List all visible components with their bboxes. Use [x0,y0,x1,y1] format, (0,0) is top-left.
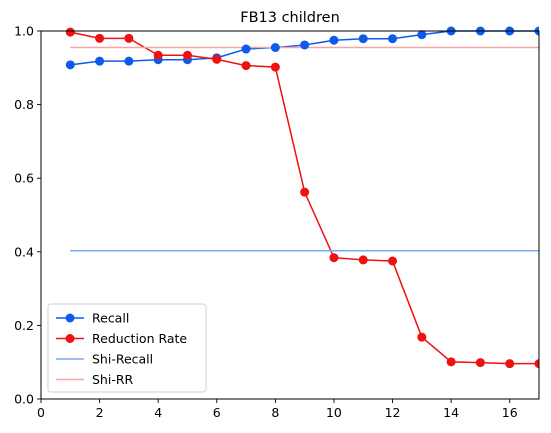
data-point-reduction-rate [358,255,368,265]
data-point-reduction-rate [417,332,427,342]
x-tick-label: 10 [326,405,342,420]
x-tick-label: 4 [154,405,162,420]
legend: Recall Reduction Rate Shi-Recall Shi-RR [47,303,207,393]
x-tick-label: 8 [271,405,279,420]
data-point-reduction-rate [534,359,539,369]
data-point-reduction-rate [153,50,163,60]
legend-label-shi-rr: Shi-RR [92,372,134,387]
axes-frame [40,30,540,400]
legend-marker-recall [65,313,75,323]
data-point-recall [95,56,105,66]
plot-area [65,26,539,369]
x-tick-label: 0 [37,405,45,420]
y-tick-label: 0.8 [14,97,34,112]
data-point-reduction-rate [475,358,485,368]
data-point-recall [270,43,280,53]
y-tick-label: 1.0 [14,24,34,39]
y-tick-label: 0.4 [14,244,34,259]
data-point-recall [388,34,398,44]
data-point-reduction-rate [270,62,280,72]
y-tick-label: 0.2 [14,318,34,333]
y-tick-label: 0.6 [14,171,34,186]
data-point-reduction-rate [446,357,456,367]
data-point-recall [329,35,339,45]
data-point-recall [241,44,251,54]
x-tick-label: 6 [213,405,221,420]
data-point-reduction-rate [241,61,251,71]
data-point-recall [358,34,368,44]
y-tick-label: 0.0 [14,392,34,407]
chart-title: FB13 children [240,10,340,26]
data-point-recall [65,60,75,70]
x-tick-label: 2 [96,405,104,420]
axis-ticks: 0 2 4 6 8 10 12 14 16 0.0 0.2 0.4 0.6 0.8 1.0 [14,24,518,421]
data-point-reduction-rate [212,54,222,64]
data-point-recall [300,40,310,50]
x-tick-label: 16 [502,405,518,420]
legend-label-shi-recall: Shi-Recall [92,352,153,367]
data-point-recall [124,56,134,66]
x-tick-label: 12 [385,405,401,420]
data-point-recall [417,30,427,40]
legend-label-recall: Recall [92,311,129,326]
data-point-reduction-rate [65,27,75,37]
data-point-reduction-rate [329,253,339,263]
data-point-reduction-rate [505,359,515,369]
data-point-reduction-rate [300,187,310,197]
x-tick-label: 14 [443,405,459,420]
data-point-reduction-rate [182,50,192,60]
legend-box [47,303,207,393]
data-point-reduction-rate [95,33,105,43]
legend-label-reduction-rate: Reduction Rate [92,331,187,346]
data-point-reduction-rate [124,33,134,43]
legend-marker-reduction-rate [65,334,75,343]
data-point-reduction-rate [388,256,398,266]
